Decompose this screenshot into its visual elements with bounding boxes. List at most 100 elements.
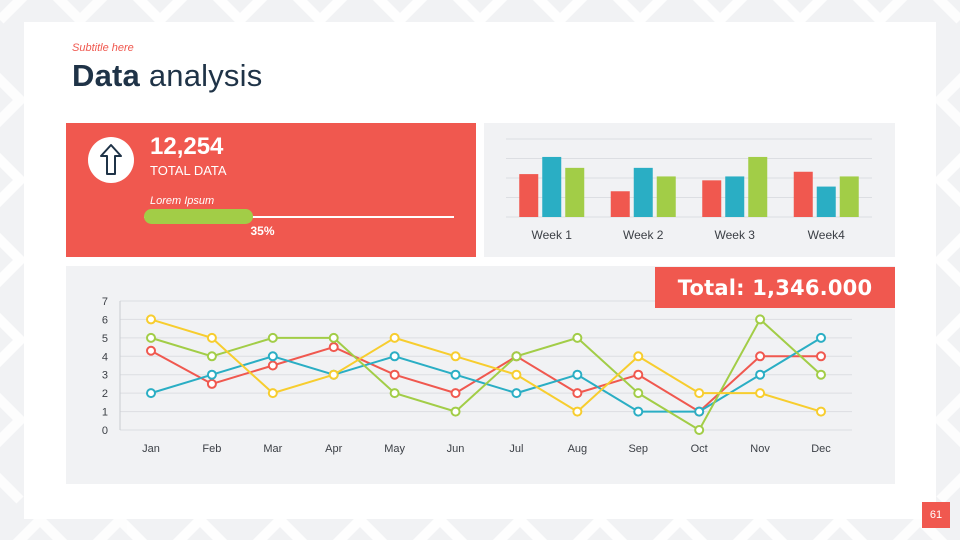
bar-category-label: Week4	[808, 228, 845, 242]
arrow-up-icon	[88, 137, 134, 183]
data-point	[572, 332, 583, 343]
total-badge: Total: 1,346.000	[655, 267, 895, 308]
data-point	[633, 388, 644, 399]
data-point	[755, 369, 766, 380]
bar	[725, 176, 745, 217]
data-point	[389, 388, 400, 399]
data-point	[633, 406, 644, 417]
data-point	[146, 332, 156, 343]
data-point	[389, 332, 400, 343]
title-bold: Data	[72, 58, 140, 93]
data-point	[694, 425, 705, 435]
bar	[702, 180, 722, 217]
progress-percent: 35%	[250, 224, 275, 238]
weekly-bar-chart-card: Week 1 Week 2 Week 3 Week4	[484, 123, 895, 257]
data-point	[450, 351, 461, 362]
bar-category-label: Week 1	[532, 228, 573, 242]
stat-label: TOTAL DATA	[150, 163, 227, 178]
page-title: Data analysis	[72, 58, 262, 94]
x-tick-label: Feb	[202, 443, 221, 455]
data-point	[572, 406, 583, 417]
data-point	[389, 351, 400, 362]
data-point	[206, 351, 217, 362]
data-point	[267, 388, 278, 399]
x-tick-label: Mar	[263, 443, 282, 455]
bar	[656, 176, 676, 217]
data-point	[816, 369, 826, 380]
bar	[610, 191, 630, 217]
data-point	[816, 406, 826, 417]
series-line	[150, 317, 822, 432]
data-point	[206, 378, 217, 389]
data-point	[146, 388, 156, 399]
stat-value: 12,254	[150, 133, 224, 160]
data-point	[511, 388, 522, 399]
y-tick-label: 0	[102, 425, 108, 437]
series-line	[150, 346, 821, 413]
x-tick-label: Dec	[811, 443, 831, 455]
data-point	[816, 332, 826, 343]
y-tick-label: 7	[102, 296, 108, 308]
data-point	[328, 369, 339, 380]
data-point	[633, 351, 644, 362]
progress-fill	[144, 209, 253, 224]
data-point	[267, 332, 278, 343]
x-tick-label: Jun	[447, 443, 465, 455]
series-line	[150, 318, 822, 413]
bar	[793, 171, 813, 217]
data-point	[146, 345, 156, 356]
x-tick-label: Sep	[628, 443, 648, 455]
data-point	[511, 351, 522, 362]
data-point	[328, 332, 339, 343]
bar	[633, 167, 653, 217]
x-tick-label: Jan	[142, 443, 160, 455]
data-point	[206, 369, 217, 380]
data-point	[755, 388, 766, 399]
data-point	[755, 351, 766, 362]
data-point	[633, 369, 644, 380]
x-tick-label: Jul	[509, 443, 523, 455]
progress-track	[144, 216, 454, 218]
data-point	[694, 406, 705, 417]
y-tick-label: 4	[102, 351, 108, 363]
data-point	[694, 388, 705, 399]
x-tick-label: May	[384, 443, 405, 455]
monthly-line-chart: 0 1 2 3 4 5 6 7 Jan Feb Mar Apr May Jun Jul Aug Sep Oct No…	[102, 296, 852, 455]
bar	[748, 156, 768, 217]
title-light: analysis	[148, 58, 263, 93]
data-point	[267, 351, 278, 362]
data-point	[450, 406, 461, 417]
bar-category-label: Week 2	[623, 228, 664, 242]
y-tick-label: 1	[102, 407, 108, 419]
data-point	[206, 332, 217, 343]
data-point	[450, 388, 461, 399]
bar	[816, 186, 836, 217]
bar	[519, 174, 539, 217]
data-point	[267, 360, 278, 371]
data-point	[572, 369, 583, 380]
x-tick-label: Nov	[750, 443, 770, 455]
x-tick-label: Aug	[568, 443, 588, 455]
data-point	[328, 342, 339, 353]
data-point	[146, 314, 156, 325]
bar	[542, 156, 562, 217]
page-number: 61	[922, 502, 950, 528]
bar-category-label: Week 3	[715, 228, 756, 242]
x-tick-label: Apr	[325, 443, 342, 455]
y-tick-label: 5	[102, 333, 108, 345]
data-point	[755, 314, 766, 325]
data-point	[816, 351, 826, 362]
data-point	[511, 369, 522, 380]
data-point	[450, 369, 461, 380]
y-tick-label: 3	[102, 370, 108, 382]
x-tick-label: Oct	[691, 443, 708, 455]
data-point	[572, 388, 583, 399]
bar	[565, 167, 585, 217]
data-point	[389, 369, 400, 380]
subtitle: Subtitle here	[72, 42, 134, 54]
y-tick-label: 6	[102, 314, 108, 326]
y-tick-label: 2	[102, 388, 108, 400]
progress-label: Lorem Ipsum	[150, 195, 215, 207]
total-data-card: 12,254 TOTAL DATA Lorem Ipsum 35%	[66, 123, 476, 257]
